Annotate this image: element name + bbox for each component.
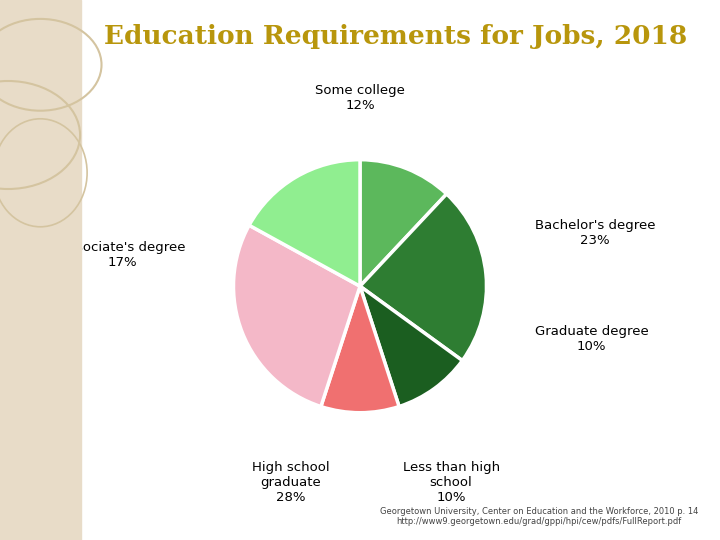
- Text: Associate's degree
17%: Associate's degree 17%: [60, 241, 186, 268]
- Wedge shape: [360, 160, 446, 286]
- Text: Georgetown University, Center on Education and the Workforce, 2010 p. 14
http://: Georgetown University, Center on Educati…: [380, 507, 698, 526]
- Text: High school
graduate
28%: High school graduate 28%: [251, 461, 329, 504]
- Wedge shape: [233, 225, 360, 407]
- Wedge shape: [360, 286, 462, 407]
- Text: Bachelor's degree
23%: Bachelor's degree 23%: [534, 219, 655, 247]
- Text: Less than high
school
10%: Less than high school 10%: [402, 461, 500, 504]
- Text: Graduate degree
10%: Graduate degree 10%: [534, 325, 648, 353]
- Wedge shape: [249, 160, 360, 286]
- Text: Education Requirements for Jobs, 2018: Education Requirements for Jobs, 2018: [104, 24, 688, 49]
- Text: Some college
12%: Some college 12%: [315, 84, 405, 112]
- Wedge shape: [321, 286, 399, 413]
- Wedge shape: [360, 194, 487, 361]
